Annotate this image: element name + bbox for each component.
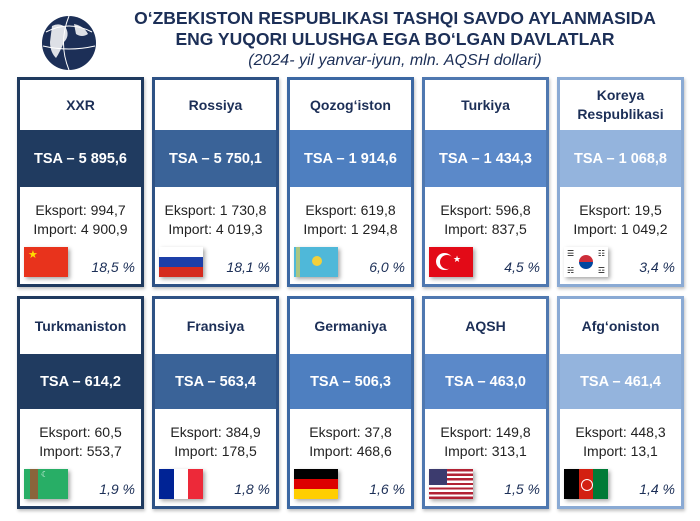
tsa-total: TSA – 5 750,1 [155, 130, 276, 187]
country-card: Fransiya TSA – 563,4 Eksport: 384,9 Import:… [152, 296, 279, 509]
turkey-flag-icon: ★ [429, 247, 473, 277]
import-value: Import: 4 019,3 [168, 221, 263, 237]
share-percent: 18,5 % [91, 259, 135, 275]
export-import: Eksport: 384,9 Import: 178,5 [155, 423, 276, 461]
export-value: Eksport: 384,9 [170, 424, 261, 440]
tsa-total: TSA – 1 068,8 [560, 130, 681, 187]
page-title: O‘ZBEKISTON RESPUBLIKASI TASHQI SAVDO AY… [100, 8, 690, 50]
country-card: Rossiya TSA – 5 750,1 Eksport: 1 730,8 Impo… [152, 77, 279, 287]
country-name: Fransiya [186, 318, 245, 334]
export-import: Eksport: 19,5 Import: 1 049,2 [560, 201, 681, 239]
country-card: Koreya Respublikasi TSA – 1 068,8 Eksport:… [557, 77, 684, 287]
country-card: Turkiya TSA – 1 434,3 Eksport: 596,8 Import… [422, 77, 549, 287]
import-value: Import: 178,5 [174, 443, 257, 459]
export-import: Eksport: 37,8 Import: 468,6 [290, 423, 411, 461]
export-value: Eksport: 1 730,8 [164, 202, 267, 218]
import-value: Import: 553,7 [39, 443, 122, 459]
country-name: Afg‘oniston [581, 318, 660, 334]
country-card: XXR TSA – 5 895,6 Eksport: 994,7 Import: 4 … [17, 77, 144, 287]
country-card: Germaniya TSA – 506,3 Eksport: 37,8 Import:… [287, 296, 414, 509]
export-import: Eksport: 60,5 Import: 553,7 [20, 423, 141, 461]
country-name: Qozog‘iston [310, 96, 391, 113]
share-percent: 1,4 % [639, 481, 675, 497]
country-card: AQSH TSA – 463,0 Eksport: 149,8 Import: 313… [422, 296, 549, 509]
page-subtitle: (2024- yil yanvar-iyun, mln. AQSH dollar… [248, 52, 542, 69]
export-import: Eksport: 619,8 Import: 1 294,8 [290, 201, 411, 239]
share-percent: 4,5 % [504, 259, 540, 275]
import-value: Import: 1 294,8 [303, 221, 398, 237]
tsa-total: TSA – 614,2 [20, 354, 141, 409]
export-value: Eksport: 149,8 [440, 424, 531, 440]
export-import: Eksport: 149,8 Import: 313,1 [425, 423, 546, 461]
export-import: Eksport: 1 730,8 Import: 4 019,3 [155, 201, 276, 239]
import-value: Import: 313,1 [444, 443, 527, 459]
share-percent: 1,9 % [99, 481, 135, 497]
country-card: Qozog‘iston TSA – 1 914,6 Eksport: 619,8 Im… [287, 77, 414, 287]
country-name: Germaniya [314, 318, 387, 334]
tsa-total: TSA – 461,4 [560, 354, 681, 409]
germany-flag-icon [294, 469, 338, 499]
export-import: Eksport: 994,7 Import: 4 900,9 [20, 201, 141, 239]
import-value: Import: 4 900,9 [33, 221, 128, 237]
import-value: Import: 468,6 [309, 443, 392, 459]
country-name: Koreya Respublikasi [577, 87, 664, 122]
export-value: Eksport: 596,8 [440, 202, 531, 218]
china-flag-icon: ★ [24, 247, 68, 277]
title-line-2: ENG YUQORI ULUSHGA EGA BO‘LGAN DAVLATLAR [175, 29, 615, 49]
import-value: Import: 13,1 [583, 443, 658, 459]
country-name: Turkmaniston [34, 318, 127, 334]
export-value: Eksport: 19,5 [579, 202, 662, 218]
country-card: Afg‘oniston TSA – 461,4 Eksport: 448,3 Impo… [557, 296, 684, 509]
export-value: Eksport: 448,3 [575, 424, 666, 440]
kazakhstan-flag-icon [294, 247, 338, 277]
france-flag-icon [159, 469, 203, 499]
country-name: Rossiya [188, 96, 243, 113]
share-percent: 3,4 % [639, 259, 675, 275]
export-import: Eksport: 448,3 Import: 13,1 [560, 423, 681, 461]
tsa-total: TSA – 506,3 [290, 354, 411, 409]
export-value: Eksport: 619,8 [305, 202, 396, 218]
afghanistan-flag-icon [564, 469, 608, 499]
share-percent: 6,0 % [369, 259, 405, 275]
usa-flag-icon [429, 469, 473, 499]
share-percent: 18,1 % [226, 259, 270, 275]
tsa-total: TSA – 5 895,6 [20, 130, 141, 187]
export-value: Eksport: 37,8 [309, 424, 392, 440]
export-value: Eksport: 60,5 [39, 424, 122, 440]
tsa-total: TSA – 1 914,6 [290, 130, 411, 187]
export-value: Eksport: 994,7 [35, 202, 126, 218]
russia-flag-icon [159, 247, 203, 277]
export-import: Eksport: 596,8 Import: 837,5 [425, 201, 546, 239]
tsa-total: TSA – 463,0 [425, 354, 546, 409]
globe-icon [42, 15, 96, 71]
country-card: Turkmaniston TSA – 614,2 Eksport: 60,5 Impo… [17, 296, 144, 509]
south-korea-flag-icon: ☰ ☷ ☵ ☲ [564, 247, 608, 277]
share-percent: 1,8 % [234, 481, 270, 497]
tsa-total: TSA – 1 434,3 [425, 130, 546, 187]
country-name: Turkiya [461, 96, 510, 113]
import-value: Import: 837,5 [444, 221, 527, 237]
share-percent: 1,5 % [504, 481, 540, 497]
turkmenistan-flag-icon: ☾ [24, 469, 68, 499]
title-line-1: O‘ZBEKISTON RESPUBLIKASI TASHQI SAVDO AY… [134, 8, 656, 28]
country-name: AQSH [465, 318, 506, 334]
country-name: XXR [66, 96, 95, 113]
share-percent: 1,6 % [369, 481, 405, 497]
tsa-total: TSA – 563,4 [155, 354, 276, 409]
import-value: Import: 1 049,2 [573, 221, 668, 237]
